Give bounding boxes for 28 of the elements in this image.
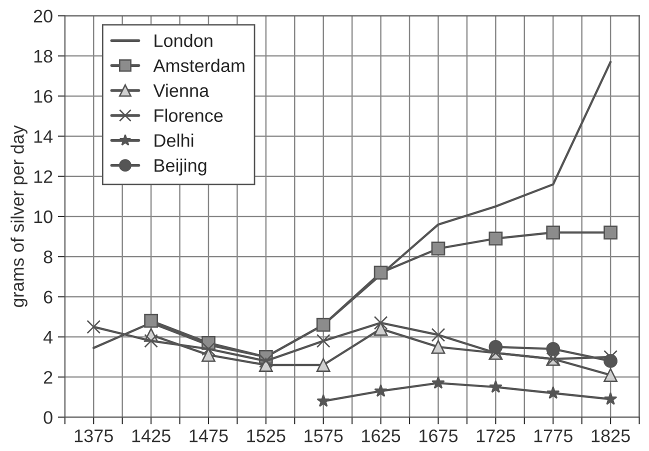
x-tick-label: 1825 bbox=[592, 429, 630, 442]
legend-label: Vienna bbox=[153, 84, 210, 98]
legend-label: Delhi bbox=[154, 134, 194, 147]
y-tick-label: 4 bbox=[43, 331, 53, 344]
y-tick-label: 14 bbox=[34, 130, 53, 143]
y-tick-label: 18 bbox=[34, 50, 52, 63]
y-tick-label: 12 bbox=[34, 170, 52, 183]
x-tick-label: 1775 bbox=[534, 430, 572, 442]
x-tick-label: 1625 bbox=[362, 429, 400, 442]
y-tick-label: 6 bbox=[44, 290, 52, 304]
y-tick-label: 20 bbox=[34, 10, 52, 23]
x-tick-label: 1725 bbox=[476, 429, 515, 442]
y-tick-label: 2 bbox=[44, 370, 52, 384]
y-tick-label: 8 bbox=[44, 250, 52, 264]
y-axis-title: grams of silver per day bbox=[10, 125, 28, 308]
legend-label: London bbox=[154, 34, 212, 48]
y-tick-label: 16 bbox=[34, 90, 52, 103]
legend-label: Beijing bbox=[154, 158, 206, 176]
x-tick-label: 1525 bbox=[247, 429, 286, 442]
legend-label: Florence bbox=[154, 108, 223, 122]
x-tick-label: 1475 bbox=[190, 430, 228, 442]
y-tick-label: 0 bbox=[44, 411, 52, 424]
x-tick-label: 1375 bbox=[74, 429, 113, 442]
legend-label: Amsterdam bbox=[153, 58, 244, 72]
x-tick-label: 1425 bbox=[132, 429, 170, 442]
x-tick-label: 1675 bbox=[420, 429, 458, 442]
y-tick-label: 10 bbox=[34, 210, 52, 224]
x-tick-label: 1575 bbox=[304, 430, 343, 442]
